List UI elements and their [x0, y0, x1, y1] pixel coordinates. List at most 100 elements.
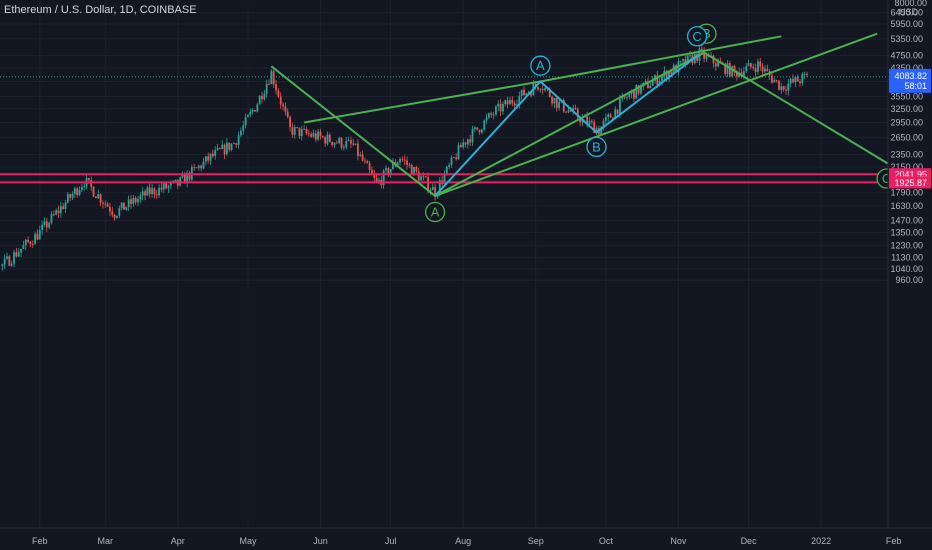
time-tick-label: Oct: [599, 536, 614, 546]
candle: [789, 77, 792, 88]
candle: [448, 162, 451, 169]
candle: [480, 128, 483, 135]
candle: [104, 200, 107, 208]
candle: [766, 64, 769, 72]
candle: [506, 96, 509, 109]
candle: [539, 87, 542, 93]
candle: [357, 139, 359, 161]
candle: [237, 131, 240, 149]
price-tick-label: 5350.00: [890, 34, 923, 44]
time-axis[interactable]: Feb Mar Apr May Jun Jul Aug Sep Oct Nov Dec 2022 Feb: [32, 536, 901, 546]
time-tick-label: Jun: [313, 536, 328, 546]
candle: [576, 107, 579, 120]
candle: [359, 151, 362, 158]
candle: [354, 143, 357, 146]
candle: [726, 60, 729, 78]
candle: [214, 146, 217, 160]
candle: [144, 188, 146, 201]
candle: [55, 208, 58, 216]
candle: [476, 127, 479, 131]
candle: [97, 189, 100, 200]
wave-labels: ABCABC: [424, 23, 897, 223]
candle: [415, 165, 418, 173]
candle: [555, 97, 558, 112]
candle: [200, 164, 203, 172]
candle: [134, 195, 137, 205]
candle: [759, 58, 762, 71]
candle: [750, 62, 752, 70]
horizontal-levels[interactable]: [0, 76, 888, 184]
candle: [125, 206, 128, 211]
time-tick-label: Mar: [98, 536, 114, 546]
time-axis-panel[interactable]: [0, 528, 932, 550]
candle: [174, 179, 177, 182]
candle: [120, 202, 123, 211]
candle: [462, 138, 465, 150]
svg-text:58:01: 58:01: [904, 81, 927, 91]
wave-label-blue: A: [530, 55, 551, 76]
candle: [73, 186, 76, 198]
price-tick-label: 3550.00: [890, 92, 923, 102]
price-tick-label: 4350.00: [890, 63, 923, 73]
candle: [801, 72, 804, 86]
candle: [574, 104, 577, 110]
candle: [76, 186, 79, 198]
candle: [495, 104, 497, 117]
candle: [342, 144, 345, 151]
candle: [401, 156, 404, 162]
candle: [806, 71, 808, 78]
candle: [761, 63, 764, 77]
candle: [102, 200, 104, 209]
trend-line[interactable]: [434, 32, 878, 197]
candle: [293, 124, 296, 139]
candle: [207, 152, 210, 164]
candle: [523, 86, 525, 96]
candle: [551, 95, 553, 107]
chart-title: Ethereum / U.S. Dollar, 1D, COINBASE: [4, 4, 197, 16]
price-tick-label: 6450.00: [890, 8, 923, 18]
candle: [483, 119, 486, 131]
candle: [193, 163, 196, 172]
candle: [459, 142, 462, 148]
candle: [261, 91, 263, 104]
candle: [473, 125, 476, 133]
candle: [256, 102, 259, 113]
candle: [633, 90, 635, 103]
candle: [153, 187, 156, 199]
candle: [242, 120, 245, 135]
candle: [1, 263, 4, 271]
candle: [607, 112, 610, 122]
candle: [106, 201, 109, 208]
candle: [537, 86, 539, 92]
candle: [268, 79, 270, 86]
candle: [478, 129, 481, 135]
price-tick-label: 1040.00: [890, 264, 923, 274]
wave-drawings[interactable]: [270, 32, 895, 198]
green-wave-line[interactable]: [270, 51, 895, 198]
candle: [3, 254, 6, 269]
candle: [399, 157, 401, 166]
candle: [310, 131, 313, 138]
price-tick-label: 960.00: [895, 275, 923, 285]
blue-wave-line[interactable]: [434, 53, 701, 197]
candle: [773, 77, 776, 83]
candle: [254, 109, 256, 112]
candle: [141, 187, 144, 201]
price-tick-label: 1470.00: [890, 215, 923, 225]
candle: [504, 99, 507, 107]
price-tick-label: 2650.00: [890, 133, 923, 143]
candle: [148, 183, 151, 198]
candle: [109, 202, 111, 217]
candle: [221, 140, 224, 150]
candle: [113, 213, 116, 221]
svg-text:1925.87: 1925.87: [894, 178, 927, 188]
candle: [785, 85, 787, 95]
candle: [544, 87, 546, 93]
price-axis-top-value: 8000.00: [894, 0, 927, 8]
candle: [167, 184, 170, 193]
candle: [300, 125, 303, 141]
candle: [17, 248, 20, 258]
